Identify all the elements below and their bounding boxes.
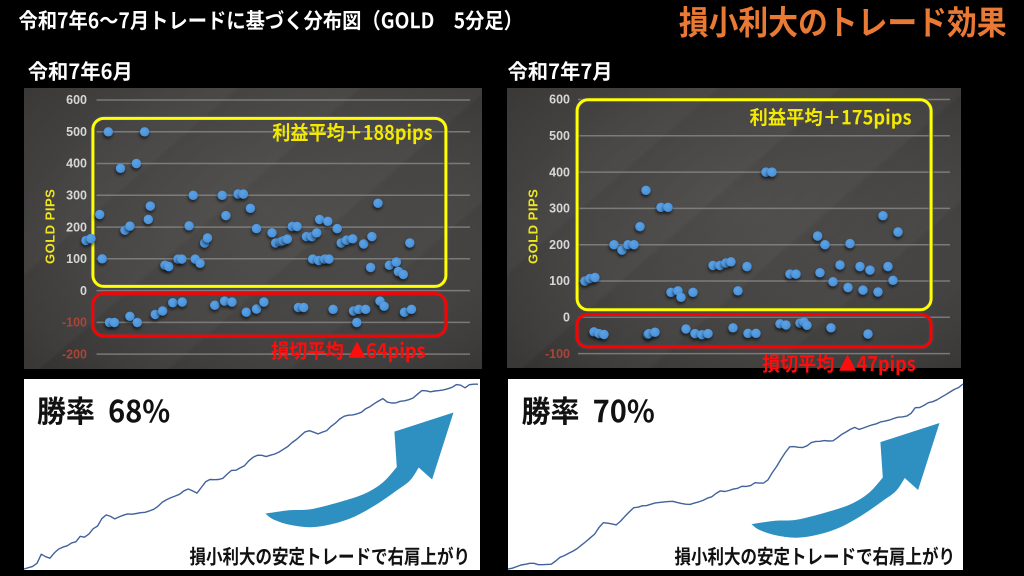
svg-text:200: 200: [66, 220, 87, 234]
svg-text:-200: -200: [62, 347, 87, 361]
svg-text:400: 400: [549, 165, 570, 179]
svg-text:GOLD PIPS: GOLD PIPS: [526, 189, 541, 264]
svg-text:400: 400: [66, 157, 87, 171]
svg-text:-100: -100: [62, 316, 87, 330]
svg-text:300: 300: [549, 202, 570, 216]
svg-text:200: 200: [549, 238, 570, 252]
svg-text:500: 500: [66, 125, 87, 139]
svg-text:0: 0: [563, 311, 570, 325]
svg-text:100: 100: [66, 252, 87, 266]
svg-text:100: 100: [549, 274, 570, 288]
svg-text:600: 600: [66, 93, 87, 107]
svg-text:300: 300: [66, 189, 87, 203]
svg-text:-100: -100: [545, 347, 570, 361]
svg-text:0: 0: [80, 284, 87, 298]
svg-text:GOLD PIPS: GOLD PIPS: [43, 189, 58, 264]
svg-text:600: 600: [549, 93, 570, 107]
svg-text:500: 500: [549, 129, 570, 143]
